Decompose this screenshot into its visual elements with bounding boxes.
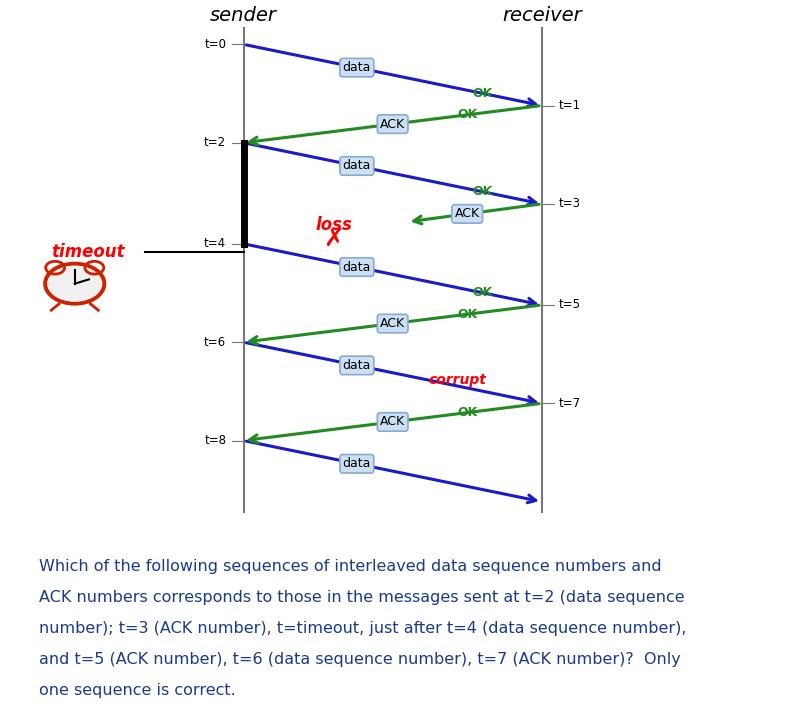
Text: OK: OK bbox=[472, 185, 493, 198]
Text: Which of the following sequences of interleaved data sequence numbers and: Which of the following sequences of inte… bbox=[39, 559, 662, 574]
Text: OK: OK bbox=[472, 87, 493, 100]
Text: number); t=3 (ACK number), t=timeout, just after t=4 (data sequence number),: number); t=3 (ACK number), t=timeout, ju… bbox=[39, 621, 687, 636]
Text: t=2: t=2 bbox=[204, 136, 226, 149]
Text: timeout: timeout bbox=[51, 243, 125, 261]
Text: data: data bbox=[343, 159, 371, 173]
Text: t=0: t=0 bbox=[204, 38, 226, 51]
Text: data: data bbox=[343, 457, 371, 471]
Circle shape bbox=[46, 264, 104, 303]
Circle shape bbox=[48, 266, 102, 302]
Text: sender: sender bbox=[210, 6, 277, 24]
Text: OK: OK bbox=[457, 109, 477, 121]
Text: t=1: t=1 bbox=[559, 99, 582, 112]
Text: ACK: ACK bbox=[455, 207, 480, 221]
Text: ACK: ACK bbox=[380, 317, 405, 330]
Text: OK: OK bbox=[457, 406, 477, 419]
Text: ✗: ✗ bbox=[324, 226, 344, 251]
Text: OK: OK bbox=[472, 286, 493, 299]
Text: t=5: t=5 bbox=[559, 298, 581, 311]
Text: ACK numbers corresponds to those in the messages sent at t=2 (data sequence: ACK numbers corresponds to those in the … bbox=[39, 590, 685, 605]
Text: ACK: ACK bbox=[380, 118, 405, 131]
Text: loss: loss bbox=[316, 216, 352, 234]
Text: t=8: t=8 bbox=[204, 434, 226, 447]
Text: data: data bbox=[343, 359, 371, 372]
Text: data: data bbox=[343, 261, 371, 273]
Text: t=3: t=3 bbox=[559, 197, 581, 211]
Text: ACK: ACK bbox=[380, 416, 405, 428]
Text: t=6: t=6 bbox=[204, 336, 226, 348]
Text: t=7: t=7 bbox=[559, 397, 582, 410]
Text: OK: OK bbox=[457, 308, 477, 321]
Text: receiver: receiver bbox=[502, 6, 582, 24]
Text: t=4: t=4 bbox=[204, 237, 226, 251]
Text: data: data bbox=[343, 61, 371, 74]
Text: one sequence is correct.: one sequence is correct. bbox=[39, 683, 236, 698]
Text: and t=5 (ACK number), t=6 (data sequence number), t=7 (ACK number)?  Only: and t=5 (ACK number), t=6 (data sequence… bbox=[39, 653, 681, 668]
Text: corrupt: corrupt bbox=[429, 373, 486, 387]
